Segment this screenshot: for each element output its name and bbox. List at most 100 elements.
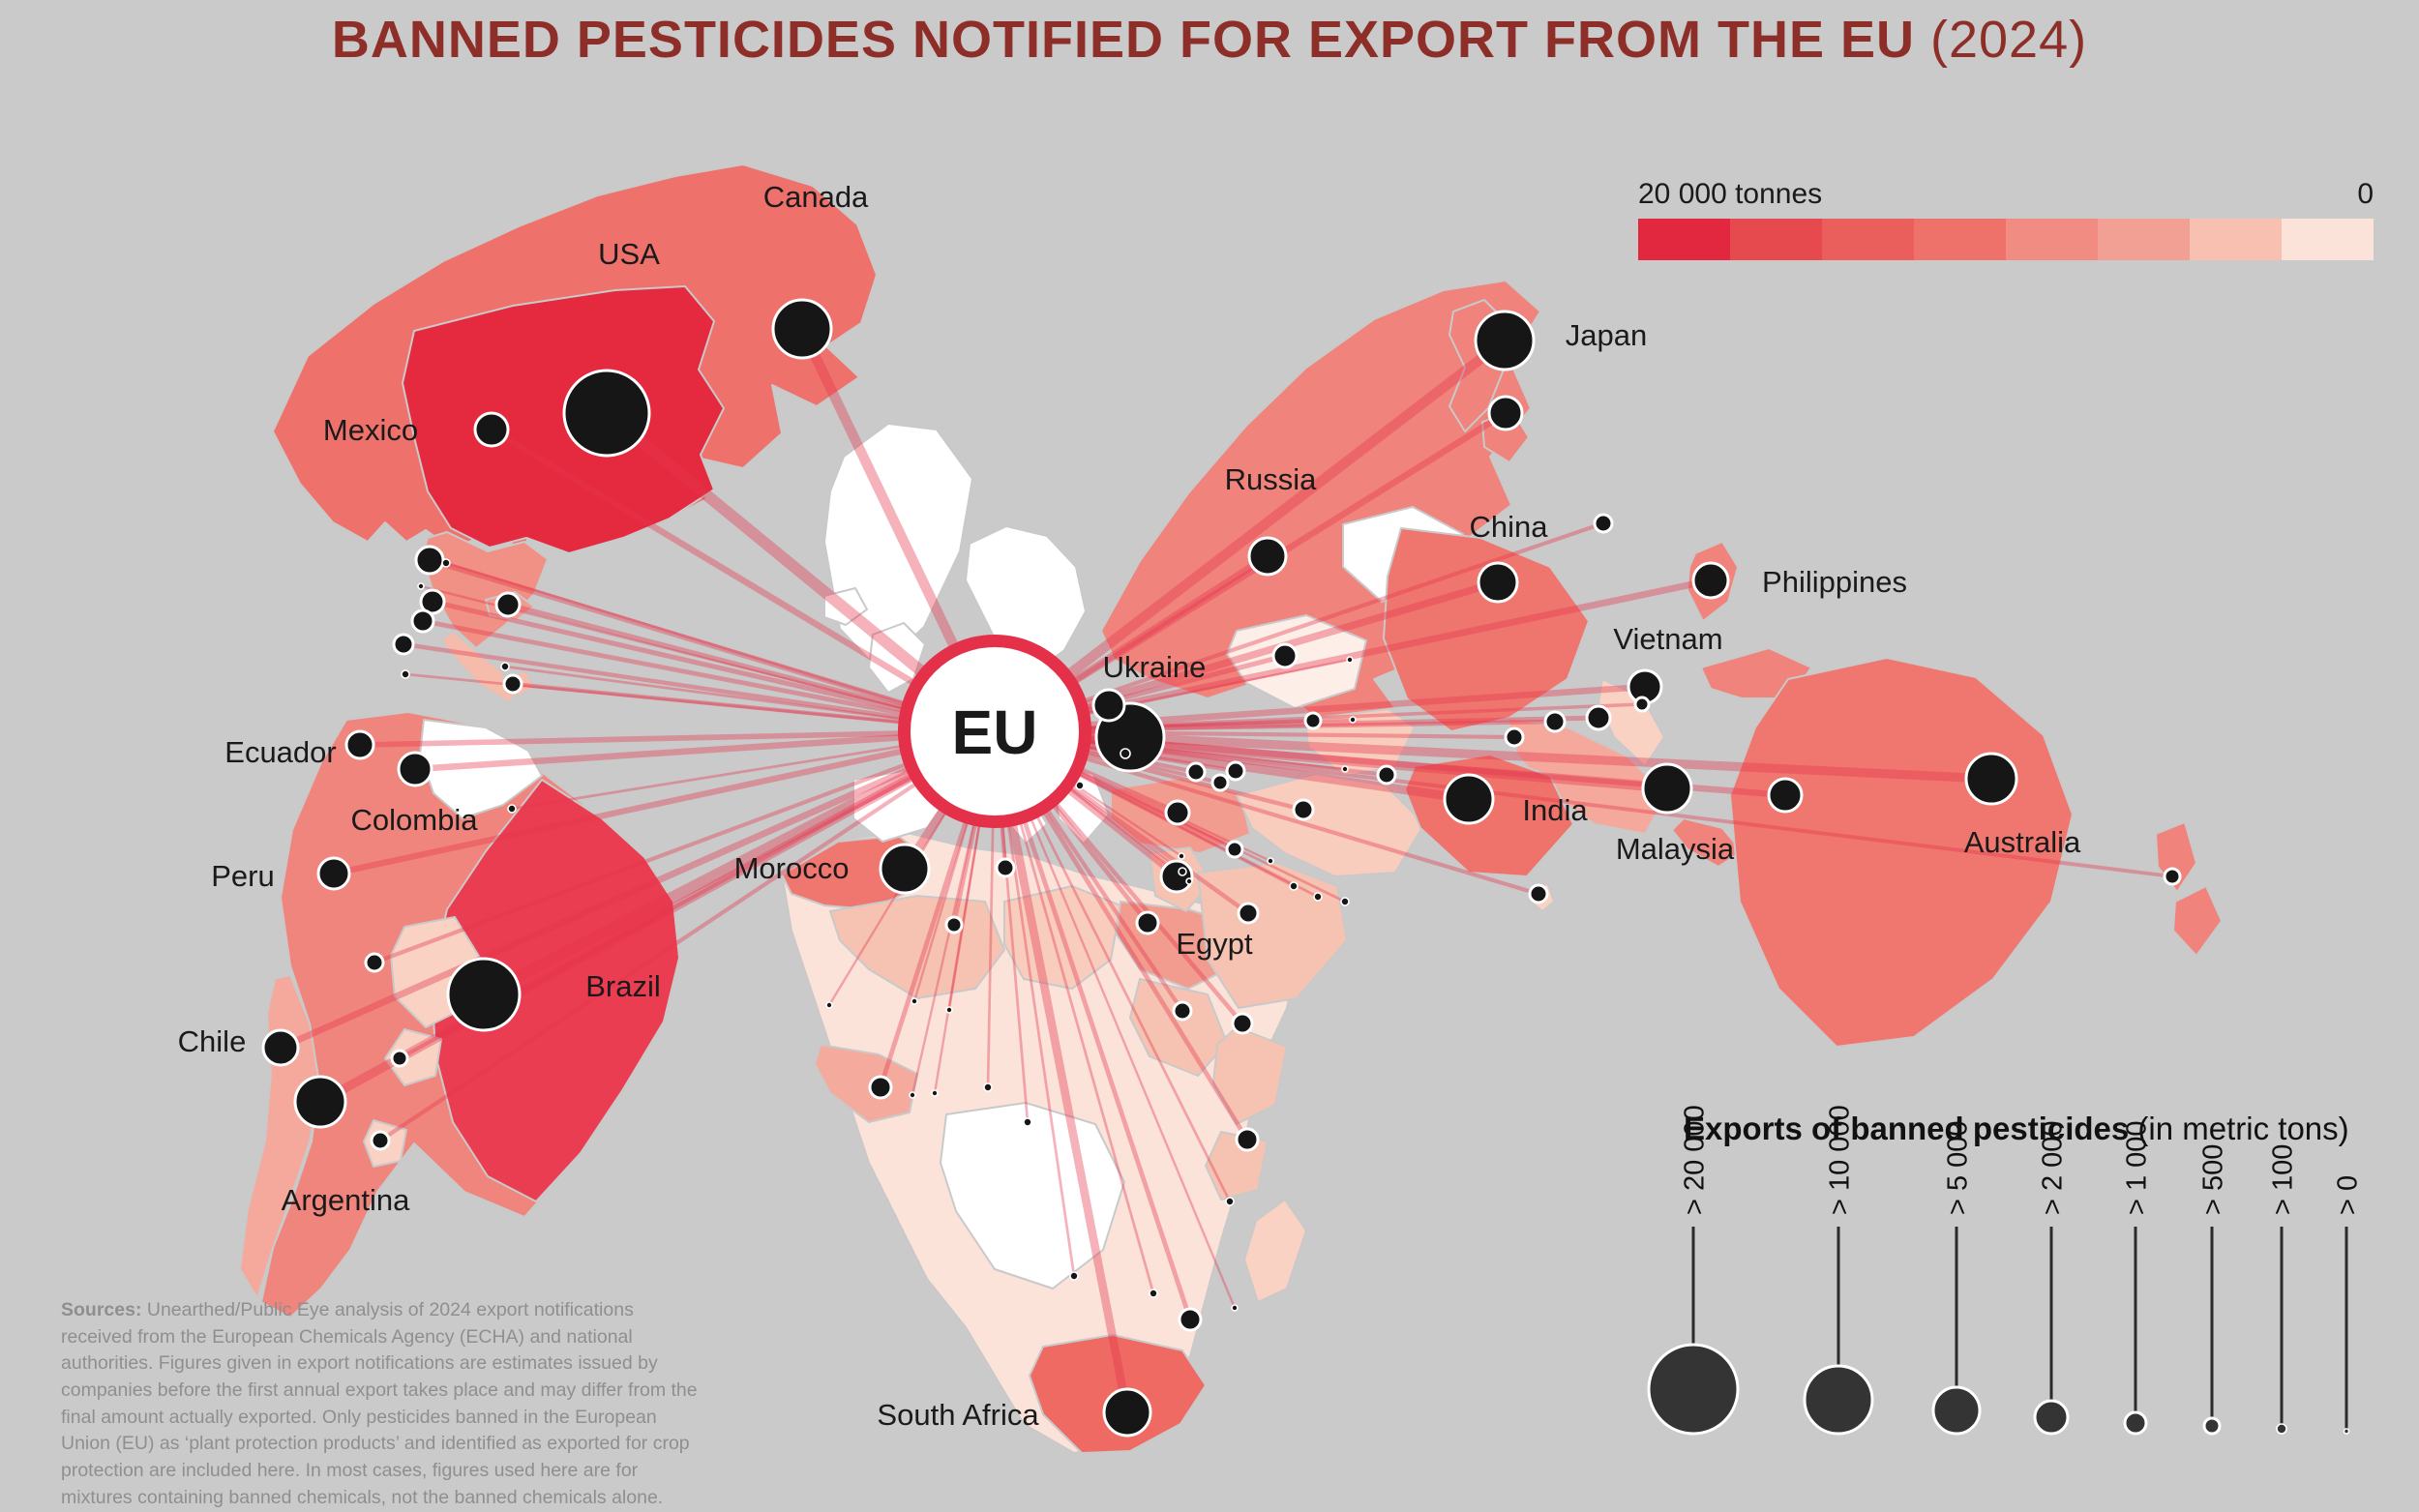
export-bubble	[392, 633, 415, 656]
flow-line	[401, 641, 998, 734]
export-bubble	[1585, 704, 1612, 731]
world-flow-map: EU USA Brazil Ukraine Japan Canada Argentina Au…	[178, 163, 2363, 1454]
export-bubble-peru	[316, 856, 351, 891]
export-bubble	[1225, 1197, 1235, 1206]
export-bubble	[995, 857, 1016, 878]
export-bubble-australia	[1964, 752, 2018, 806]
color-legend-ramp	[1638, 219, 2374, 260]
size-legend-circle	[2276, 1423, 2287, 1435]
sources-prefix: Sources:	[61, 1299, 142, 1320]
country-label-vietnam: Vietnam	[1613, 622, 1722, 656]
export-bubble	[370, 1130, 391, 1151]
flow-line	[420, 618, 998, 734]
flow-line	[991, 409, 1509, 735]
country-shape-saudi-arabia	[1197, 862, 1348, 1009]
color-legend-swatch-3	[1822, 219, 1914, 260]
export-bubble	[1376, 764, 1397, 786]
export-bubble	[825, 1001, 833, 1009]
export-bubble	[1237, 902, 1260, 925]
color-legend-max-label: 20 000 tonnes	[1638, 178, 1823, 210]
export-bubble	[494, 591, 522, 618]
export-bubble-egypt	[1135, 910, 1160, 935]
export-bubble	[2163, 867, 2182, 886]
size-legend-value-label: > 5 000	[1942, 1120, 1973, 1215]
landmasses	[239, 163, 2223, 1454]
export-bubble	[944, 915, 964, 934]
export-bubble-malaysia	[1767, 777, 1804, 814]
export-bubble	[1349, 716, 1357, 724]
export-bubble	[1023, 1117, 1032, 1127]
export-bubble-morocco	[879, 843, 931, 895]
export-bubble	[1235, 1127, 1260, 1152]
country-label-russia: Russia	[1225, 462, 1318, 496]
country-shape-iceland	[823, 587, 868, 626]
export-bubble	[1075, 781, 1085, 790]
country-label-morocco: Morocco	[734, 851, 850, 885]
export-bubble	[1641, 762, 1693, 815]
export-bubble	[414, 545, 445, 576]
color-legend-swatch-8	[2282, 219, 2374, 260]
export-bubble	[1069, 1271, 1079, 1281]
export-bubble-china	[1477, 561, 1519, 604]
export-bubble	[1267, 857, 1274, 865]
country-labels: USA Brazil Ukraine Japan Canada Argentina Aust…	[178, 180, 2081, 1432]
size-legend-title-rest: (in metric tons)	[2129, 1111, 2349, 1146]
country-label-argentina: Argentina	[282, 1183, 410, 1217]
export-bubble	[1340, 897, 1350, 906]
export-bubble	[1120, 748, 1131, 759]
country-label-usa: USA	[598, 237, 660, 271]
export-bubble-argentina	[293, 1075, 347, 1129]
country-label-ukraine: Ukraine	[1103, 650, 1207, 684]
flow-line-south-africa	[990, 726, 1132, 1417]
flow-line-chile	[277, 727, 999, 1052]
size-legend-value-label: > 1 000	[2121, 1120, 2152, 1215]
size-legend-circle	[1931, 1385, 1982, 1436]
export-bubble	[502, 673, 523, 695]
flow-line	[993, 729, 1155, 1295]
export-bubble	[1172, 1000, 1193, 1022]
country-label-chile: Chile	[178, 1024, 247, 1058]
flow-line-peru	[330, 727, 999, 877]
country-label-ecuador: Ecuador	[224, 735, 336, 769]
country-shape-congo-basin	[940, 1102, 1125, 1290]
color-legend-swatch-4	[1914, 219, 2006, 260]
flow-line-argentina	[315, 726, 1000, 1107]
export-bubble	[945, 1006, 953, 1014]
country-shape-iran	[1236, 773, 1425, 877]
export-bubble	[1543, 710, 1567, 733]
flow-line	[427, 557, 998, 734]
flow-line-colombia	[411, 727, 999, 773]
color-legend-swatch-1	[1638, 219, 1730, 260]
flow-line	[377, 728, 998, 1143]
sources-text: Unearthed/Public Eye analysis of 2024 ex…	[61, 1299, 698, 1508]
country-label-japan: Japan	[1566, 318, 1647, 352]
country-label-china: China	[1470, 510, 1549, 544]
country-label-philippines: Philippines	[1762, 565, 1907, 599]
export-bubble	[1633, 696, 1651, 713]
country-shape-madagascar	[1243, 1199, 1307, 1303]
export-bubble-ecuador	[344, 729, 375, 760]
size-legend-value-label: > 20 000	[1679, 1105, 1710, 1215]
export-bubble-south-africa	[1102, 1387, 1152, 1438]
export-bubble-canada	[771, 298, 833, 360]
export-bubble	[1091, 688, 1126, 723]
size-legend-value-label: > 0	[2332, 1175, 2363, 1215]
export-bubble	[983, 1082, 993, 1092]
country-shape-sudan	[1129, 978, 1228, 1077]
export-bubble	[1346, 656, 1354, 664]
export-bubble	[1231, 1012, 1254, 1035]
country-label-colombia: Colombia	[351, 803, 479, 837]
eu-hub-disc	[911, 647, 1079, 815]
country-label-malaysia: Malaysia	[1616, 832, 1735, 866]
export-bubble	[909, 1091, 916, 1099]
export-bubble	[401, 669, 410, 679]
export-bubble	[364, 952, 385, 973]
color-legend: 20 000 tonnes 0	[1638, 178, 2374, 260]
export-bubble	[931, 1089, 939, 1097]
export-bubble	[500, 662, 510, 671]
country-label-brazil: Brazil	[585, 969, 661, 1003]
flow-line-ecuador	[357, 728, 998, 748]
size-legend-circle	[2202, 1416, 2222, 1436]
country-shape-west-africa	[814, 1044, 918, 1123]
country-shape-libya	[1003, 885, 1121, 990]
